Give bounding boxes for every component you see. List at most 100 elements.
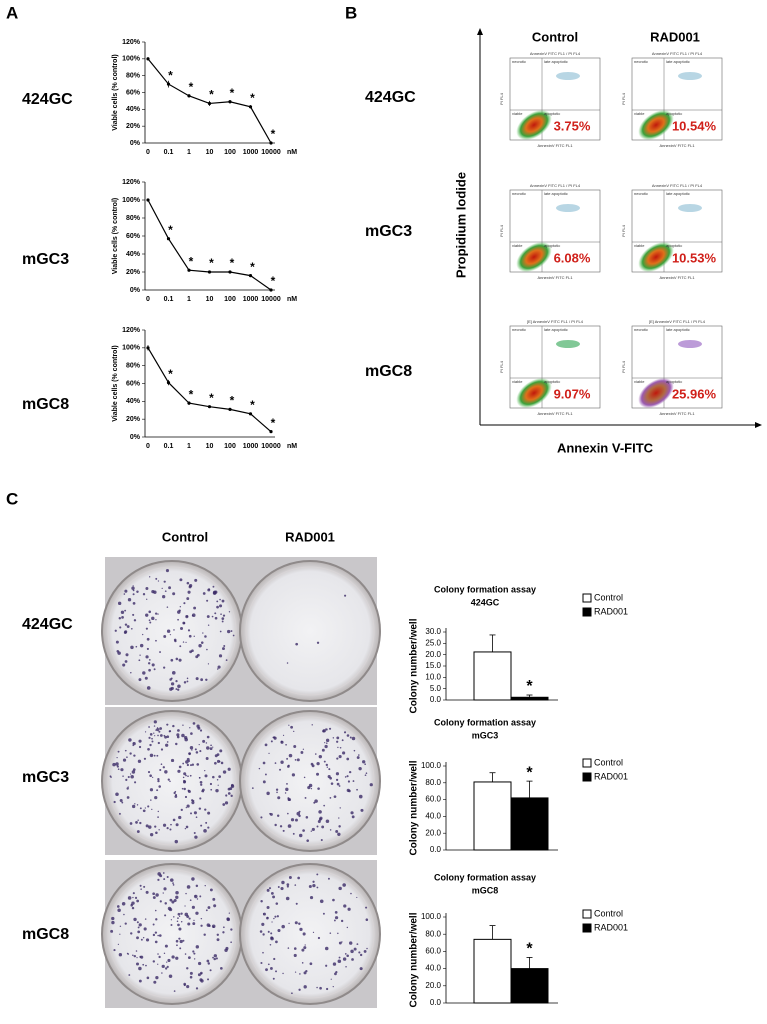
colony <box>290 725 294 729</box>
colony <box>150 799 152 801</box>
quadrant-label: viable <box>634 111 645 116</box>
colony <box>157 580 160 582</box>
colony <box>145 627 148 630</box>
colony <box>219 604 223 608</box>
colony <box>316 641 320 644</box>
plot-title: [E] AnnexinV FITC FL1 / PI FL4 <box>649 319 706 324</box>
line <box>147 199 272 291</box>
colony <box>132 613 135 616</box>
colony <box>316 825 319 828</box>
colony <box>114 629 117 632</box>
colony <box>182 776 185 779</box>
colony <box>212 775 215 779</box>
colony <box>155 893 159 897</box>
colony <box>153 754 156 757</box>
colony <box>328 727 332 730</box>
significance: * <box>189 254 194 268</box>
colony <box>193 811 197 815</box>
colony <box>334 910 338 914</box>
colony <box>121 902 126 906</box>
point <box>228 100 232 104</box>
colony <box>314 753 317 755</box>
y-tick-label: 20.0 <box>425 981 441 990</box>
colony <box>173 898 177 903</box>
colony <box>157 741 160 745</box>
colony <box>222 926 225 929</box>
colony <box>276 814 280 817</box>
colony <box>356 756 360 760</box>
colony <box>356 788 358 791</box>
colony <box>158 829 160 831</box>
colony <box>276 791 278 794</box>
colony <box>137 926 140 929</box>
quadrant-label: late apoptotic <box>666 191 690 196</box>
colony <box>157 878 160 881</box>
colony <box>148 619 151 622</box>
colony <box>149 733 153 736</box>
colony <box>337 832 341 836</box>
colony <box>147 805 150 808</box>
colony <box>296 758 300 762</box>
colony <box>275 788 279 791</box>
plot-x-label: AnnexinV FITC FL1 <box>659 143 695 148</box>
colony <box>144 807 146 809</box>
colony <box>165 743 169 747</box>
significance: * <box>526 764 533 781</box>
plot-y-label: PI FL4 <box>499 224 504 237</box>
colony <box>356 896 358 899</box>
y-tick-label: 60.0 <box>425 795 441 804</box>
colony <box>349 941 353 945</box>
colony <box>186 680 189 683</box>
colony <box>218 775 222 779</box>
colony <box>179 606 182 608</box>
colony <box>132 954 134 957</box>
colony <box>145 890 149 894</box>
colony <box>207 811 211 815</box>
colony <box>163 635 167 638</box>
colony <box>273 917 275 920</box>
colony <box>175 895 179 899</box>
quadrant-label: necrotic <box>634 59 648 64</box>
row-label: 424GC <box>22 91 73 108</box>
colony <box>213 904 217 908</box>
colony <box>348 770 352 774</box>
plot-y-label: PI FL4 <box>499 92 504 105</box>
colony <box>270 740 273 743</box>
colony <box>148 668 151 672</box>
colony <box>154 612 158 615</box>
column-header: Control <box>162 529 208 544</box>
colony <box>232 634 235 637</box>
colony <box>296 811 301 816</box>
colony <box>219 630 222 633</box>
colony <box>192 922 196 926</box>
colony <box>196 898 199 900</box>
colony <box>172 818 176 822</box>
colony <box>179 578 183 582</box>
colony <box>192 722 196 725</box>
colony <box>334 972 337 976</box>
colony <box>184 735 188 740</box>
colony <box>116 650 120 653</box>
colony <box>186 597 190 601</box>
colony <box>191 614 194 617</box>
colony <box>135 962 140 966</box>
colony <box>209 969 212 972</box>
colony <box>157 816 159 818</box>
colony <box>162 892 164 894</box>
colony <box>146 598 148 600</box>
y-tick-label: 40% <box>126 106 141 113</box>
significance: * <box>168 367 173 381</box>
colony <box>173 916 175 918</box>
colony <box>366 947 368 950</box>
plot-x-label: AnnexinV FITC FL1 <box>537 143 573 148</box>
point <box>146 57 150 61</box>
colony <box>230 630 233 632</box>
colony <box>177 923 180 927</box>
colony <box>151 737 153 740</box>
colony <box>157 963 159 965</box>
plot-title: AnnexinV FITC FL1 / PI FL4 <box>530 51 581 56</box>
row-label: 424GC <box>365 89 416 106</box>
colony <box>193 831 196 834</box>
colony <box>303 946 307 950</box>
colony <box>341 739 344 742</box>
